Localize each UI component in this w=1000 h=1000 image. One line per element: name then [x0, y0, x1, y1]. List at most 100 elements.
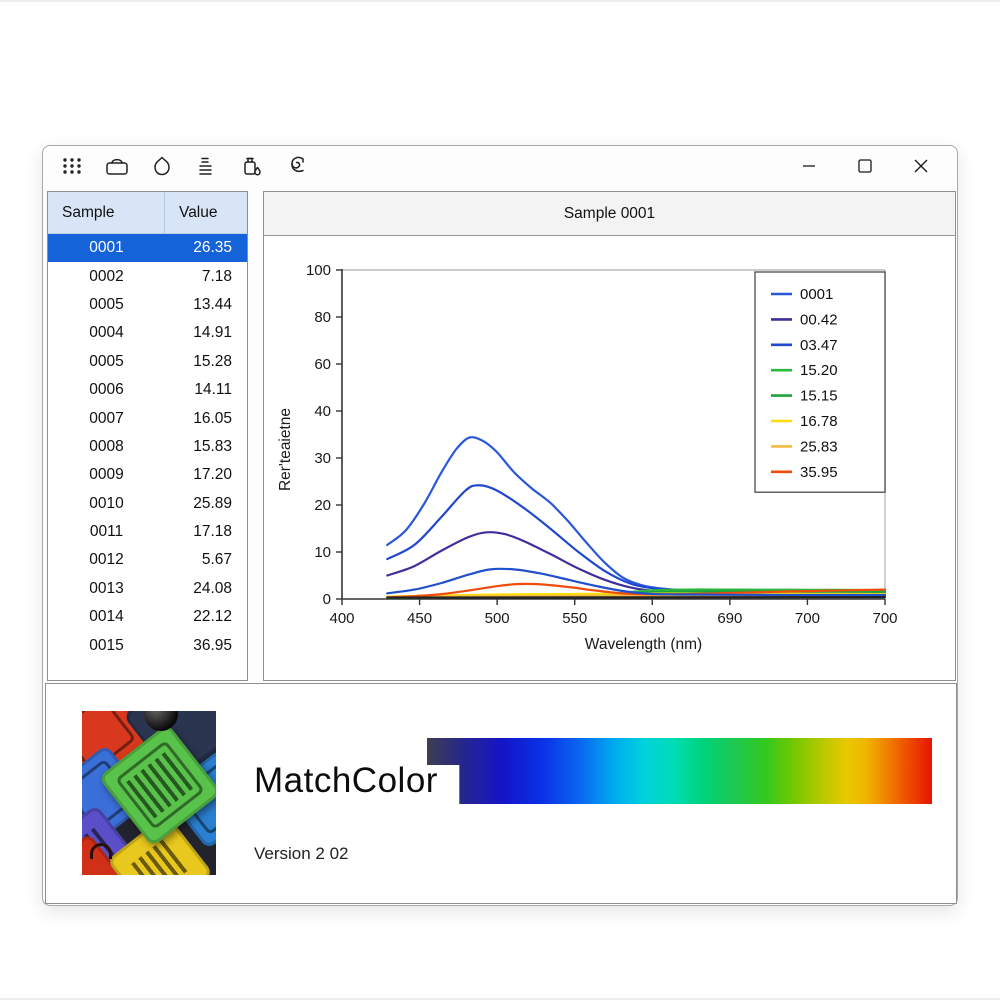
screen-edge-top	[0, 0, 1000, 2]
table-row[interactable]: 0007 16.05	[48, 404, 247, 432]
legend-entry: 16.78	[800, 413, 838, 430]
minimize-button[interactable]	[789, 153, 829, 183]
sample-id: 0005	[89, 352, 124, 370]
table-row[interactable]: 0011 17.18	[48, 518, 247, 546]
minimize-icon	[794, 151, 824, 186]
x-axis-label: Wavelength (nm)	[585, 636, 702, 653]
sample-value: 15.83	[193, 437, 232, 455]
sample-value: 16.05	[193, 409, 232, 427]
sample-id: 0015	[89, 636, 124, 654]
table-row[interactable]: 0004 14.91	[48, 319, 247, 347]
app-name: MatchColor	[254, 761, 438, 800]
table-row[interactable]: 0009 17.20	[48, 461, 247, 489]
pick-tool-icon	[284, 154, 310, 183]
table-row[interactable]: 0008 15.83	[48, 433, 247, 461]
column-header-sample[interactable]: Sample	[48, 192, 165, 233]
svg-text:600: 600	[640, 610, 665, 627]
sample-id: 0005	[89, 295, 124, 313]
sample-id: 0001	[89, 239, 124, 257]
droplet-button[interactable]	[147, 154, 177, 182]
svg-text:700: 700	[872, 610, 897, 627]
svg-text:690: 690	[717, 610, 742, 627]
svg-text:400: 400	[329, 610, 354, 627]
spectrum-gradient-bar	[427, 738, 932, 804]
spectra-chart-svg: 400 450 500 550 600 690 700 700 0 10 20 30 40 60 80 100…	[277, 262, 898, 653]
series-line	[386, 592, 887, 598]
svg-text:700: 700	[795, 610, 820, 627]
svg-text:0: 0	[323, 591, 331, 608]
sample-id: 0010	[89, 494, 124, 512]
column-header-value[interactable]: Value	[179, 203, 218, 221]
list-icon	[196, 154, 218, 183]
toolbar	[43, 154, 312, 182]
sample-id: 0012	[89, 551, 124, 569]
table-row[interactable]: 0005 15.28	[48, 348, 247, 376]
svg-text:20: 20	[314, 497, 331, 514]
dye-bottle-icon	[239, 154, 265, 183]
dye-bottle-button[interactable]	[237, 154, 267, 182]
droplet-icon	[150, 154, 174, 183]
maximize-button[interactable]	[845, 153, 885, 183]
svg-text:60: 60	[314, 356, 331, 373]
close-icon	[906, 151, 936, 186]
sample-id: 0002	[89, 267, 124, 285]
table-row[interactable]: 0005 13.44	[48, 291, 247, 319]
close-button[interactable]	[901, 153, 941, 183]
table-row[interactable]: 0012 5.67	[48, 546, 247, 574]
chart-panel: Sample 0001 400 450 500 550 600 690 700 700 0 10 2…	[263, 191, 956, 681]
table-row[interactable]: 0010 25.89	[48, 490, 247, 518]
app-grid-button[interactable]	[57, 154, 87, 182]
sample-value: 13.44	[193, 295, 232, 313]
paint-can-button[interactable]	[102, 154, 132, 182]
app-logo	[82, 711, 216, 875]
sample-id: 0011	[89, 523, 124, 541]
paint-can-icon	[104, 154, 130, 183]
sample-id: 0009	[89, 466, 124, 484]
legend-entry: 15.20	[800, 362, 838, 379]
sample-id: 0004	[89, 324, 124, 342]
legend-entry: 35.95	[800, 464, 838, 481]
legend-entry: 03.47	[800, 337, 838, 354]
table-row[interactable]: 0015 36.95	[48, 631, 247, 659]
svg-text:550: 550	[562, 610, 587, 627]
spectra-chart: 400 450 500 550 600 690 700 700 0 10 20 30 40 60 80 100…	[264, 237, 955, 680]
table-row[interactable]: 0013 24.08	[48, 575, 247, 603]
svg-text:40: 40	[314, 403, 331, 420]
about-panel: MatchColor Version 2 02	[45, 683, 957, 904]
table-row[interactable]: 0001 26.35	[48, 234, 247, 263]
series-line	[386, 567, 887, 597]
sample-value: 17.20	[193, 466, 232, 484]
sample-id: 0006	[89, 381, 124, 399]
table-row[interactable]: 0002 7.18	[48, 262, 247, 290]
table-body: 0001 26.35 0002 7.18 0005 13.44 0004 14.91 0005 1…	[48, 234, 247, 660]
chart-title: Sample 0001	[264, 192, 955, 236]
sample-value: 22.12	[193, 608, 232, 626]
pick-tool-button[interactable]	[282, 154, 312, 182]
sample-table-panel: Sample Value 0001 26.35 0002 7.18 0005 13.44 0…	[47, 191, 248, 681]
sample-value: 24.08	[193, 579, 232, 597]
sample-value: 26.35	[193, 239, 232, 257]
table-header: Sample Value	[48, 192, 247, 234]
sample-value: 14.11	[194, 381, 232, 399]
y-axis-label: Rer'teaietne	[277, 408, 294, 491]
legend-entry: 15.15	[800, 388, 838, 405]
window-controls	[789, 153, 957, 183]
svg-text:100: 100	[306, 262, 331, 279]
sample-value: 36.95	[193, 636, 232, 654]
table-row[interactable]: 0014 22.12	[48, 603, 247, 631]
grid-dots-icon	[60, 154, 84, 183]
svg-text:10: 10	[314, 544, 331, 561]
maximize-icon	[850, 151, 880, 186]
svg-text:80: 80	[314, 309, 331, 326]
title-bar	[43, 146, 957, 190]
sample-id: 0014	[89, 608, 124, 626]
sample-id: 0008	[89, 437, 124, 455]
legend-entry: 25.83	[800, 438, 838, 455]
app-window: Sample Value 0001 26.35 0002 7.18 0005 13.44 0…	[42, 145, 958, 906]
sample-value: 7.18	[201, 267, 232, 285]
screen-edge-bottom	[0, 998, 1000, 1000]
sample-list-button[interactable]	[192, 154, 222, 182]
table-row[interactable]: 0006 14.11	[48, 376, 247, 404]
svg-text:450: 450	[407, 610, 432, 627]
svg-text:500: 500	[485, 610, 510, 627]
